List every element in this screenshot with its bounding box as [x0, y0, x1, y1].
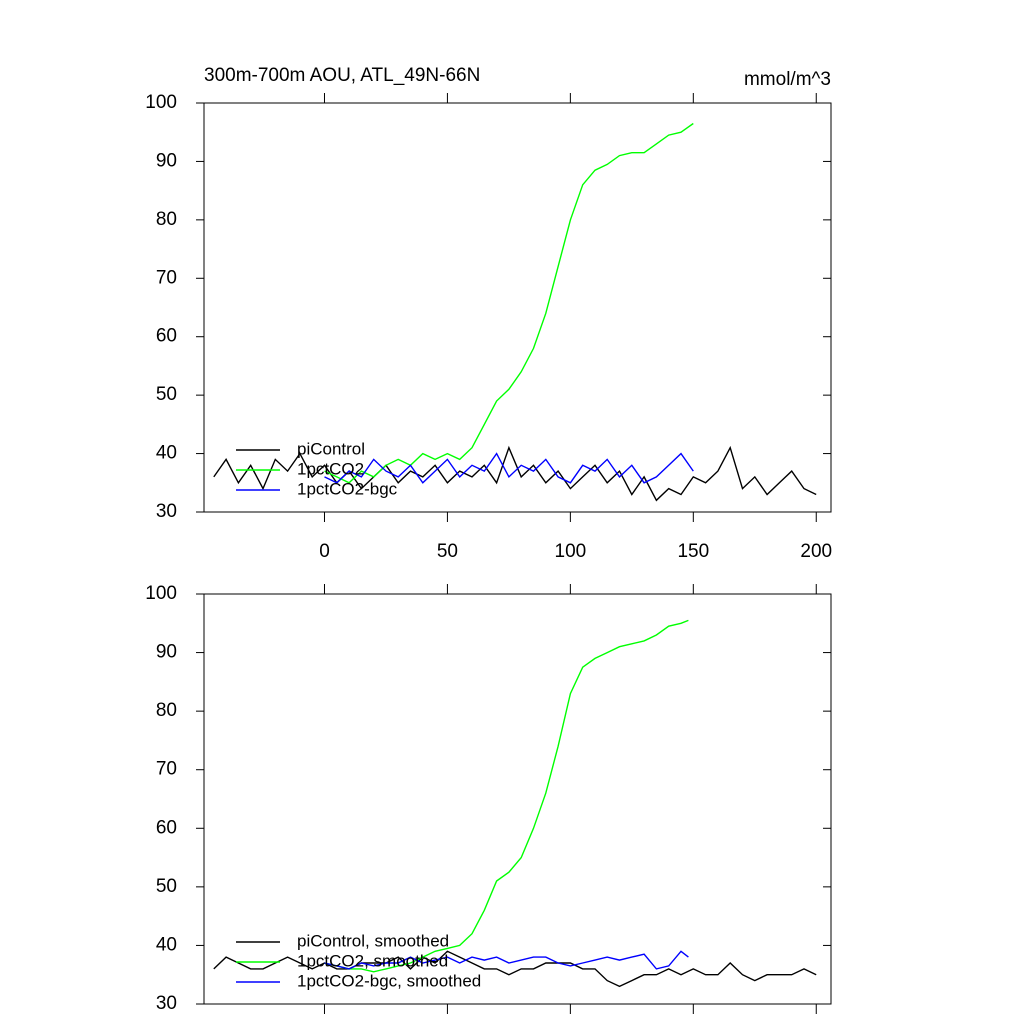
legend-label: 1pctCO2, smoothed — [297, 951, 448, 970]
y-tick-label: 30 — [156, 501, 177, 522]
x-tick-label: 50 — [437, 541, 458, 562]
y-tick-label: 30 — [156, 993, 177, 1014]
legend-label: 1pctCO2 — [297, 459, 364, 478]
plot-frame — [203, 102, 832, 513]
y-tick-label: 40 — [156, 934, 177, 955]
x-tick-label: 100 — [555, 541, 587, 562]
y-tick-label: 80 — [156, 700, 177, 721]
y-tick-label: 50 — [156, 876, 177, 897]
series-line — [213, 445, 817, 502]
chart-title: 300m-700m AOU, ATL_49N-66N — [204, 65, 480, 86]
legend-label: piControl, smoothed — [297, 931, 449, 950]
legend-label: 1pctCO2-bgc — [297, 479, 398, 498]
units-label: mmol/m^3 — [744, 69, 831, 90]
series-line — [324, 950, 689, 970]
series-line — [324, 452, 694, 484]
y-tick-label: 90 — [156, 150, 177, 171]
x-tick-label: 200 — [800, 541, 832, 562]
plot-frame — [203, 593, 832, 1005]
y-tick-label: 100 — [145, 92, 177, 113]
x-tick-label: 0 — [319, 541, 330, 562]
y-tick-label: 90 — [156, 642, 177, 663]
y-tick-label: 80 — [156, 209, 177, 230]
y-tick-label: 60 — [156, 817, 177, 838]
y-tick-label: 100 — [145, 583, 177, 604]
y-tick-label: 60 — [156, 326, 177, 347]
series-line — [324, 619, 689, 973]
y-tick-label: 50 — [156, 384, 177, 405]
legend-label: piControl — [297, 439, 365, 458]
x-tick-label: 150 — [677, 541, 709, 562]
legend-label: 1pctCO2-bgc, smoothed — [297, 971, 481, 990]
y-tick-label: 70 — [156, 267, 177, 288]
y-tick-label: 70 — [156, 759, 177, 780]
y-tick-label: 40 — [156, 443, 177, 464]
series-line — [324, 122, 694, 484]
series-line — [213, 950, 817, 988]
